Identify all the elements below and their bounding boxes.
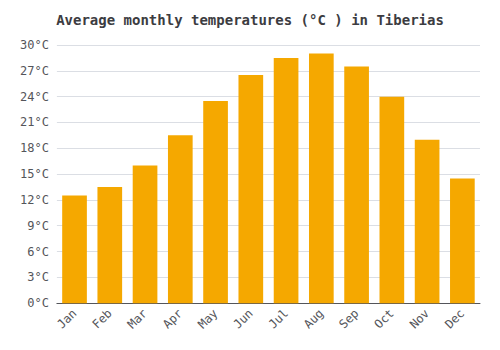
svg-text:3°C: 3°C bbox=[27, 270, 49, 284]
svg-text:9°C: 9°C bbox=[27, 219, 49, 233]
svg-text:6°C: 6°C bbox=[27, 245, 49, 259]
svg-text:21°C: 21°C bbox=[20, 115, 49, 129]
svg-text:0°C: 0°C bbox=[27, 296, 49, 310]
svg-text:Mar: Mar bbox=[125, 306, 150, 331]
svg-text:24°C: 24°C bbox=[20, 90, 49, 104]
svg-text:12°C: 12°C bbox=[20, 193, 49, 207]
svg-text:Sep: Sep bbox=[336, 306, 361, 331]
svg-text:Jan: Jan bbox=[54, 306, 79, 331]
svg-text:30°C: 30°C bbox=[20, 38, 49, 52]
svg-text:Oct: Oct bbox=[372, 306, 397, 331]
svg-text:Jul: Jul bbox=[266, 306, 291, 331]
svg-text:May: May bbox=[195, 306, 220, 331]
svg-text:27°C: 27°C bbox=[20, 64, 49, 78]
svg-text:Aug: Aug bbox=[301, 306, 326, 331]
svg-text:Apr: Apr bbox=[160, 306, 185, 331]
svg-text:Nov: Nov bbox=[407, 306, 432, 331]
svg-text:Dec: Dec bbox=[442, 306, 467, 331]
svg-text:18°C: 18°C bbox=[20, 141, 49, 155]
svg-text:15°C: 15°C bbox=[20, 167, 49, 181]
svg-text:Average monthly temperatures (: Average monthly temperatures (°C ) in Ti… bbox=[56, 12, 444, 28]
svg-text:Jun: Jun bbox=[231, 306, 256, 331]
svg-text:Feb: Feb bbox=[90, 306, 115, 331]
